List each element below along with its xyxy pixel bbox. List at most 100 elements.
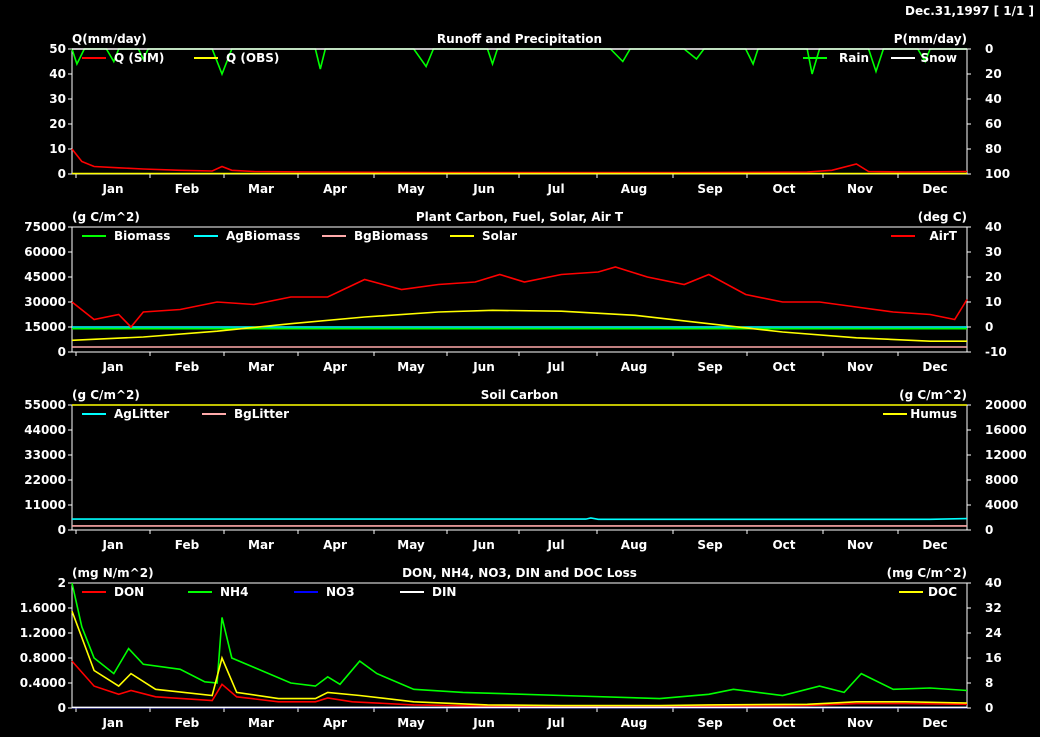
y-axis-label-left-2: (g C/m^2) — [72, 210, 140, 224]
x-tick-label-feb: Feb — [175, 538, 200, 552]
legend-label-aglitter: AgLitter — [114, 407, 169, 421]
series-line-nh4 — [71, 582, 968, 700]
x-tick-label-jan: Jan — [101, 716, 123, 730]
legend-label-nh4: NH4 — [220, 585, 248, 599]
y-tick-right-label: 8 — [985, 676, 993, 690]
series-line-q-sim- — [71, 148, 968, 174]
legend-label-bgbiomass: BgBiomass — [354, 229, 428, 243]
x-tick-label-may: May — [397, 716, 425, 730]
legend-label-biomass: Biomass — [114, 229, 170, 243]
legend-label-agbiomass: AgBiomass — [226, 229, 300, 243]
y-tick-right-label: 40 — [985, 576, 1002, 590]
series-line-aglitter — [72, 517, 968, 521]
y-tick-left-label: 2 — [58, 576, 66, 590]
y-axis-label-right-3: (g C/m^2) — [899, 388, 967, 402]
y-axis-label-right-1: P(mm/day) — [894, 32, 967, 46]
x-tick-label-apr: Apr — [323, 538, 347, 552]
x-tick-label-dec: Dec — [922, 538, 947, 552]
x-tick-label-oct: Oct — [772, 538, 795, 552]
x-tick-label-feb: Feb — [175, 360, 200, 374]
x-tick-label-oct: Oct — [772, 716, 795, 730]
y-tick-left-label: 15000 — [24, 320, 66, 334]
y-tick-left-label: 45000 — [24, 270, 66, 284]
x-tick-label-oct: Oct — [772, 182, 795, 196]
y-tick-right-label: 10 — [985, 295, 1002, 309]
y-tick-right-label: 4000 — [985, 498, 1018, 512]
x-tick-label-sep: Sep — [697, 716, 723, 730]
x-tick-label-jul: Jul — [546, 716, 564, 730]
y-axis-label-right-2: (deg C) — [918, 210, 967, 224]
legend-label-rain: Rain — [839, 51, 869, 65]
x-tick-label-sep: Sep — [697, 360, 723, 374]
y-tick-right-label: 0 — [985, 523, 993, 537]
y-axis-label-left-4: (mg N/m^2) — [72, 566, 154, 580]
x-tick-label-jul: Jul — [546, 360, 564, 374]
y-tick-right-label: 8000 — [985, 473, 1018, 487]
y-tick-left-label: 0 — [58, 345, 66, 359]
x-tick-label-jun: Jun — [472, 182, 495, 196]
x-tick-label-mar: Mar — [248, 360, 274, 374]
series-line-solar — [71, 309, 967, 343]
y-tick-right-label: 0 — [985, 320, 993, 334]
x-tick-label-jun: Jun — [472, 538, 495, 552]
date-label: Dec.31,1997 [ 1/1 ] — [904, 4, 1034, 18]
x-tick-label-feb: Feb — [175, 716, 200, 730]
legend-label-bglitter: BgLitter — [234, 407, 289, 421]
y-tick-right-label: 0 — [985, 701, 993, 715]
legend-label-snow: Snow — [920, 51, 957, 65]
y-tick-left-label: 0 — [58, 701, 66, 715]
x-tick-label-sep: Sep — [697, 182, 723, 196]
y-tick-left-label: 0 — [58, 523, 66, 537]
y-tick-left-label: 1.2000 — [20, 626, 66, 640]
x-tick-label-apr: Apr — [323, 716, 347, 730]
legend-label-no3: NO3 — [326, 585, 355, 599]
y-tick-right-label: 0 — [985, 42, 993, 56]
y-tick-right-label: 40 — [985, 92, 1002, 106]
y-tick-left-label: 30 — [49, 92, 66, 106]
legend-label-airt: AirT — [929, 229, 957, 243]
x-tick-label-mar: Mar — [248, 182, 274, 196]
chart-title-3: Soil Carbon — [481, 388, 559, 402]
x-tick-label-aug: Aug — [621, 182, 647, 196]
y-tick-left-label: 0 — [58, 167, 66, 181]
x-tick-label-may: May — [397, 538, 425, 552]
x-tick-label-dec: Dec — [922, 182, 947, 196]
legend-label-q-sim-: Q (SIM) — [114, 51, 164, 65]
x-tick-label-apr: Apr — [323, 182, 347, 196]
y-tick-left-label: 44000 — [24, 423, 66, 437]
y-tick-left-label: 22000 — [24, 473, 66, 487]
legend-label-din: DIN — [432, 585, 456, 599]
y-tick-right-label: 24 — [985, 626, 1002, 640]
plot-frame-2 — [71, 226, 968, 353]
x-tick-label-jan: Jan — [101, 182, 123, 196]
y-tick-left-label: 0.8000 — [20, 651, 66, 665]
x-tick-label-jan: Jan — [101, 538, 123, 552]
plot-frame-1 — [71, 48, 968, 175]
y-tick-left-label: 20 — [49, 117, 66, 131]
y-tick-left-label: 0.4000 — [20, 676, 66, 690]
plot-frame-3 — [71, 404, 968, 531]
y-tick-right-label: -10 — [985, 345, 1007, 359]
legend-label-q-obs-: Q (OBS) — [226, 51, 279, 65]
x-tick-label-jan: Jan — [101, 360, 123, 374]
y-tick-left-label: 11000 — [24, 498, 66, 512]
series-line-doc — [71, 610, 968, 707]
y-tick-left-label: 33000 — [24, 448, 66, 462]
y-axis-label-left-1: Q(mm/day) — [72, 32, 147, 46]
legend-label-doc: DOC — [928, 585, 957, 599]
chart-title-4: DON, NH4, NO3, DIN and DOC Loss — [402, 566, 637, 580]
x-tick-label-aug: Aug — [621, 360, 647, 374]
y-tick-left-label: 40 — [49, 67, 66, 81]
y-tick-right-label: 20 — [985, 270, 1002, 284]
x-tick-label-jun: Jun — [472, 360, 495, 374]
y-tick-right-label: 16 — [985, 651, 1002, 665]
legend-label-humus: Humus — [910, 407, 957, 421]
y-tick-right-label: 30 — [985, 245, 1002, 259]
series-line-airt — [71, 266, 968, 329]
y-tick-right-label: 100 — [985, 167, 1010, 181]
chart-title-1: Runoff and Precipitation — [437, 32, 602, 46]
y-tick-right-label: 32 — [985, 601, 1002, 615]
x-tick-label-oct: Oct — [772, 360, 795, 374]
series-line-rain — [71, 48, 967, 77]
